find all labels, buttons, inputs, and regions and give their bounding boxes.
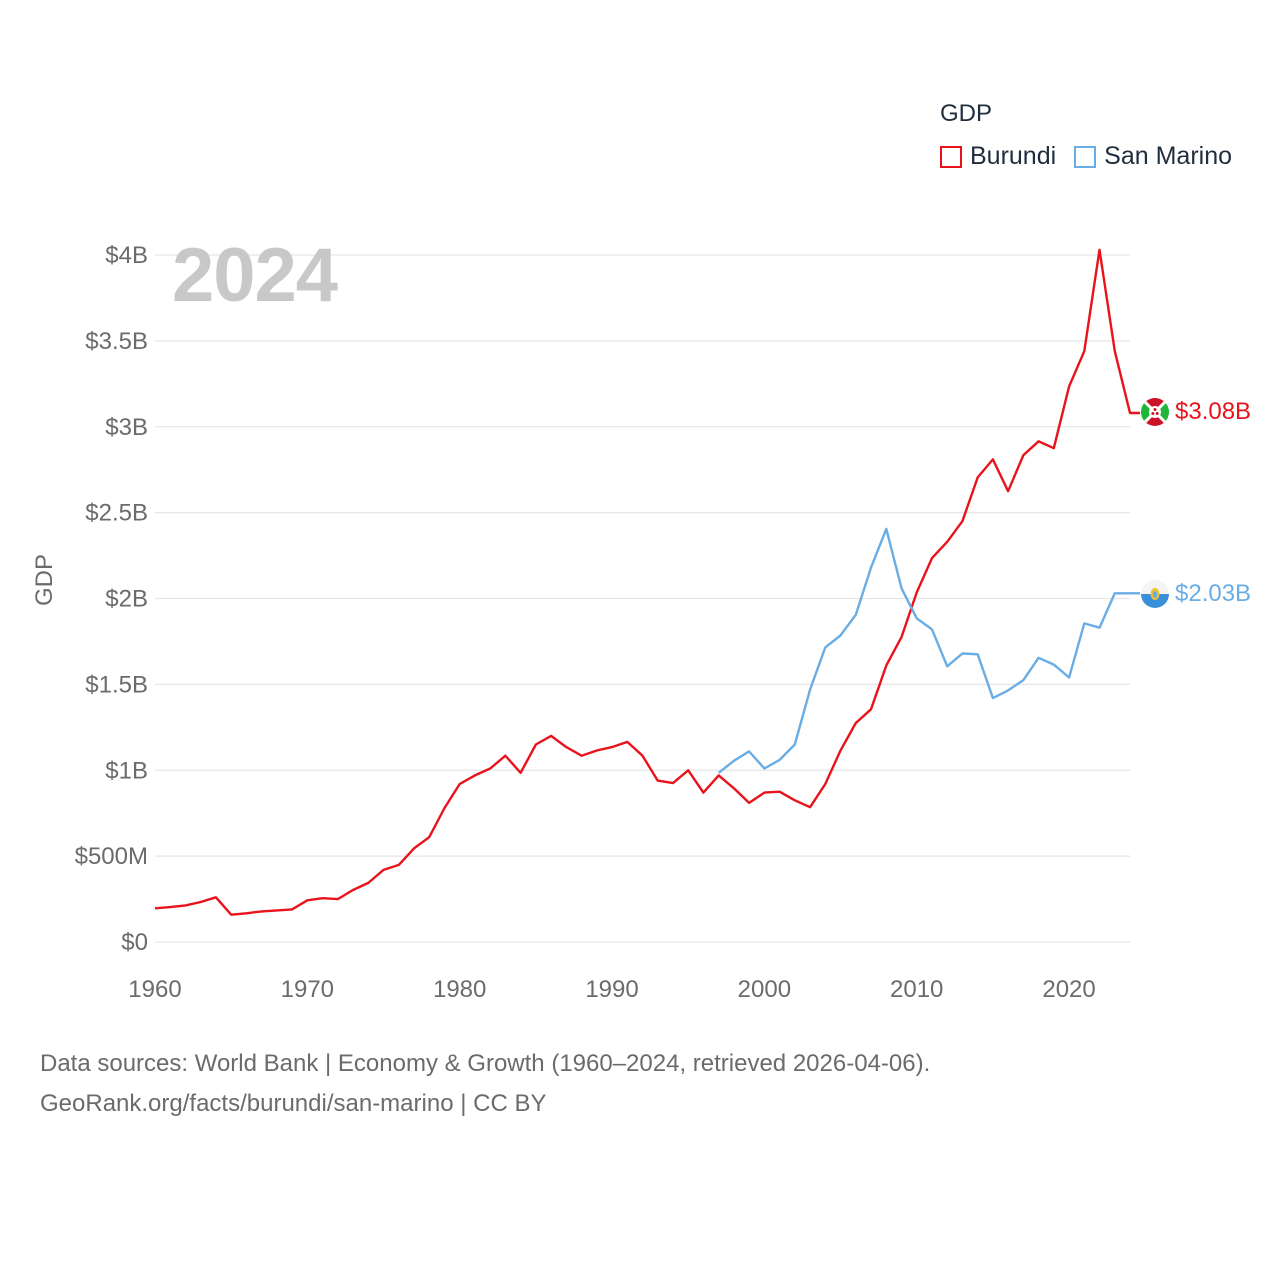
y-tick-label: $4B <box>105 242 148 269</box>
burundi-end-value-label: $3.08B <box>1175 398 1251 425</box>
data-source-note: Data sources: World Bank | Economy & Gro… <box>40 1044 930 1124</box>
gridlines <box>155 254 1130 943</box>
legend-item-san-marino[interactable]: San Marino <box>1074 142 1232 171</box>
y-tick-label: $3B <box>105 414 148 441</box>
burundi-swatch-icon <box>940 145 962 168</box>
x-tick-label: 1980 <box>433 976 486 1003</box>
x-axis-ticks: 1960 1970 1980 1990 2000 2010 2020 <box>128 976 1095 1003</box>
x-tick-label: 1990 <box>585 976 638 1003</box>
legend-item-burundi[interactable]: Burundi <box>940 142 1056 171</box>
series-line-san-marino[interactable] <box>717 527 1140 774</box>
legend-label-burundi: Burundi <box>970 142 1057 170</box>
source-line-2[interactable]: GeoRank.org/facts/burundi/san-marino | C… <box>40 1090 547 1117</box>
san-marino-swatch-icon <box>1074 145 1097 168</box>
y-tick-label: $2B <box>105 586 148 613</box>
x-tick-label: 1970 <box>281 976 334 1003</box>
legend-label-san-marino: San Marino <box>1104 142 1233 170</box>
san-marino-flag-icon <box>1140 579 1170 609</box>
year-watermark-label: 2024 <box>172 233 338 318</box>
y-axis-label: GDP <box>31 554 58 606</box>
y-tick-label: $3.5B <box>85 328 148 355</box>
burundi-flag-icon <box>1140 397 1170 427</box>
y-tick-label: $1.5B <box>85 671 148 698</box>
y-tick-label: $1B <box>105 757 148 784</box>
san-marino-end-value-label: $2.03B <box>1175 580 1251 607</box>
x-tick-label: 2010 <box>890 976 943 1003</box>
series-lines <box>154 248 1140 916</box>
legend-title: GDP <box>940 100 993 127</box>
x-tick-label: 1960 <box>128 976 181 1003</box>
legend: Burundi San Marino <box>940 142 1250 171</box>
x-tick-label: 2000 <box>738 976 791 1003</box>
y-tick-label: $500M <box>75 843 148 870</box>
series-line-burundi[interactable] <box>154 248 1140 916</box>
y-axis-ticks: $0 $500M $1B $1.5B $2B $2.5B $3B $3.5B $4B <box>75 242 148 956</box>
y-tick-label: $0 <box>121 929 148 956</box>
source-line-1: Data sources: World Bank | Economy & Gro… <box>40 1050 931 1077</box>
x-tick-label: 2020 <box>1042 976 1095 1003</box>
y-tick-label: $2.5B <box>85 500 148 527</box>
